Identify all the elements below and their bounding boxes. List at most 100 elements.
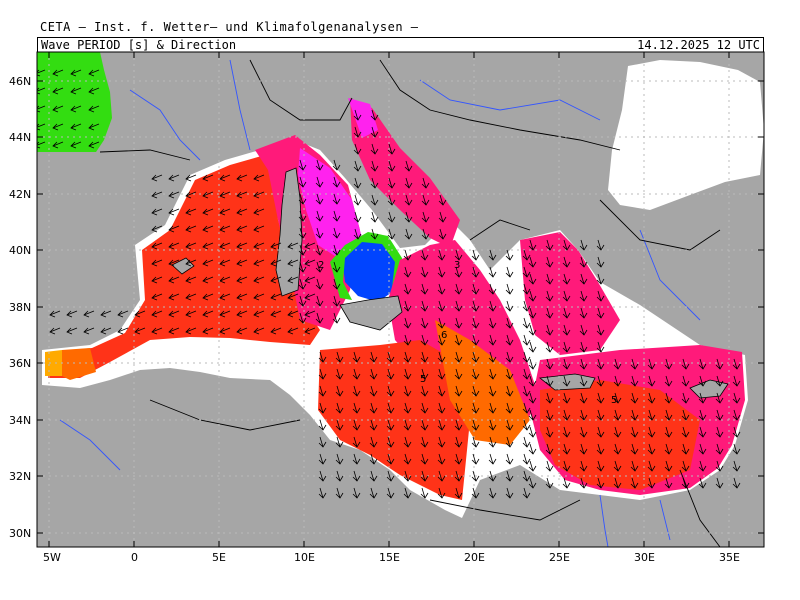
direction-arrow: [505, 249, 514, 261]
direction-arrow: [151, 310, 163, 318]
direction-arrow: [253, 225, 265, 233]
direction-arrow: [370, 126, 379, 138]
map-frame: [36, 51, 765, 548]
lon-tick-label: 5E: [212, 551, 226, 564]
direction-arrow: [236, 259, 248, 267]
valid-time: 14.12.2025 12 UTC: [637, 38, 760, 52]
direction-arrow: [202, 259, 214, 267]
direction-arrow: [613, 375, 622, 387]
direction-arrow: [454, 266, 463, 278]
direction-arrow: [369, 402, 378, 414]
direction-arrow: [100, 327, 112, 335]
direction-arrow: [613, 426, 622, 438]
direction-arrow: [698, 460, 707, 472]
direction-arrow: [352, 368, 361, 380]
direction-arrow: [545, 239, 554, 251]
direction-arrow: [522, 300, 531, 312]
direction-arrow: [270, 276, 282, 284]
direction-arrow: [335, 368, 344, 380]
direction-arrow: [505, 266, 514, 278]
direction-arrow: [403, 300, 412, 312]
direction-arrow: [332, 176, 341, 188]
product-name: Wave_PERIOD_[s]_&_Direction: [41, 38, 237, 52]
direction-arrow: [545, 307, 554, 319]
direction-arrow: [454, 317, 463, 329]
direction-arrow: [202, 208, 214, 216]
direction-arrow: [562, 409, 571, 421]
direction-arrow: [488, 368, 497, 380]
direction-arrow: [522, 351, 531, 363]
direction-arrow: [403, 453, 412, 465]
direction-arrow: [545, 477, 554, 489]
direction-arrow: [168, 276, 180, 284]
direction-arrow: [403, 487, 412, 499]
direction-arrow: [522, 402, 531, 414]
direction-arrow: [488, 351, 497, 363]
direction-arrow: [681, 358, 690, 370]
direction-arrow: [168, 174, 180, 182]
direction-arrow: [386, 419, 395, 431]
direction-arrow: [522, 334, 531, 346]
direction-arrow: [370, 160, 379, 172]
direction-arrow: [219, 327, 231, 335]
direction-arrow: [315, 193, 324, 205]
direction-arrow: [219, 310, 231, 318]
graticule: [37, 52, 764, 547]
direction-arrow: [579, 273, 588, 285]
direction-arrow: [715, 358, 724, 370]
direction-arrow: [437, 419, 446, 431]
direction-arrow: [369, 419, 378, 431]
direction-arrow: [505, 334, 514, 346]
direction-arrow: [253, 310, 265, 318]
direction-arrow: [403, 436, 412, 448]
direction-arrow: [522, 317, 531, 329]
direction-arrow: [403, 249, 412, 261]
direction-arrow: [117, 327, 129, 335]
direction-arrow: [471, 351, 480, 363]
direction-arrow: [505, 487, 514, 499]
direction-arrow: [437, 487, 446, 499]
direction-arrow: [505, 453, 514, 465]
direction-arrow: [420, 300, 429, 312]
direction-arrow: [403, 470, 412, 482]
direction-arrow: [298, 210, 307, 222]
direction-arrow: [315, 159, 324, 171]
lat-tick-label: 32N: [9, 470, 31, 483]
direction-arrow: [236, 174, 248, 182]
direction-arrow: [579, 426, 588, 438]
direction-arrow: [387, 211, 396, 223]
direction-arrow: [505, 470, 514, 482]
lat-tick-label: 34N: [9, 414, 31, 427]
direction-arrow: [647, 358, 656, 370]
direction-arrow: [304, 310, 316, 318]
direction-arrow: [151, 208, 163, 216]
direction-arrow: [404, 177, 413, 189]
direction-arrow: [403, 419, 412, 431]
direction-arrow: [88, 87, 100, 95]
direction-arrow: [522, 283, 531, 295]
direction-arrow: [151, 225, 163, 233]
direction-arrow: [579, 358, 588, 370]
direction-arrow: [88, 69, 100, 77]
lat-axis: 30N 32N 34N 36N 38N 40N 42N 44N 46N: [9, 75, 31, 540]
direction-arrow: [335, 487, 344, 499]
aegean-wave-field: [520, 232, 620, 355]
direction-arrow: [596, 273, 605, 285]
direction-arrow: [732, 375, 741, 387]
black-sea: [608, 60, 764, 210]
direction-arrow: [454, 385, 463, 397]
direction-arrow: [732, 409, 741, 421]
lat-tick-label: 44N: [9, 131, 31, 144]
direction-arrow: [151, 293, 163, 301]
direction-arrow: [420, 351, 429, 363]
direction-arrow: [219, 242, 231, 250]
direction-arrow: [387, 228, 396, 240]
institute-title: CETA — Inst. f. Wetter— und Klimafolgena…: [40, 20, 419, 34]
direction-arrow: [528, 239, 537, 251]
direction-arrow: [318, 368, 327, 380]
direction-arrow: [151, 259, 163, 267]
direction-arrow: [596, 324, 605, 336]
contour-label: 6: [441, 330, 447, 341]
direction-arrow: [613, 443, 622, 455]
